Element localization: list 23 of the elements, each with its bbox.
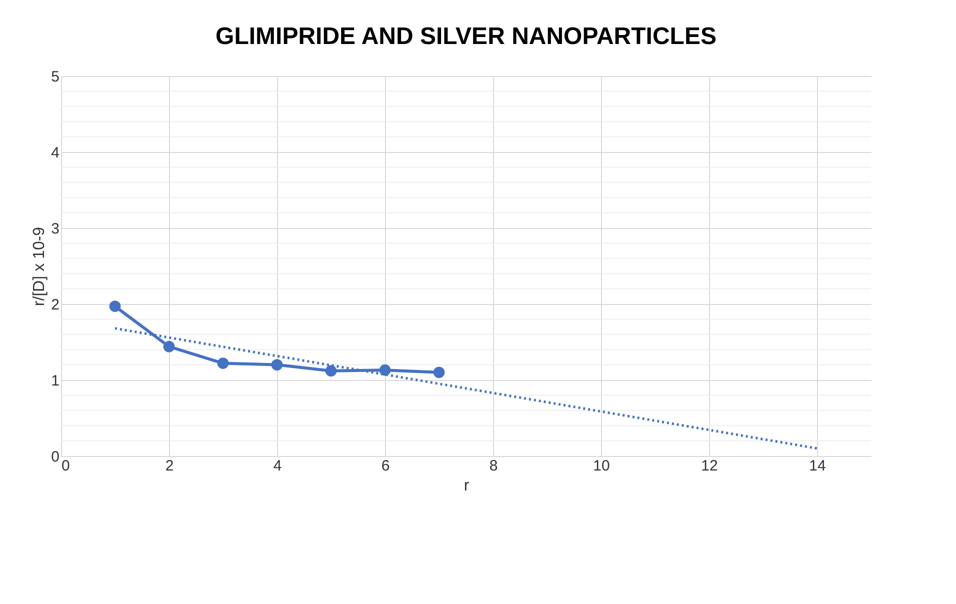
x-tick-label: 2 — [165, 458, 174, 474]
x-tick-label: 0 — [62, 458, 70, 474]
y-tick-label: 3 — [51, 220, 60, 238]
point — [379, 364, 391, 376]
x-tick-label: 10 — [593, 458, 610, 474]
y-axis-title: r/[D] x 10-9 — [31, 226, 48, 306]
point — [325, 365, 337, 377]
x-tick-label: 14 — [809, 458, 826, 474]
x-tick-label: 4 — [273, 458, 282, 474]
y-tick-label: 1 — [51, 372, 60, 390]
x-tick-label: 12 — [701, 458, 718, 474]
y-tick-label: 2 — [51, 296, 60, 314]
x-tick-label: 6 — [381, 458, 390, 474]
y-tick-label: 4 — [51, 144, 60, 162]
point — [433, 366, 445, 378]
chart-title: GLIMIPRIDE AND SILVER NANOPARTICLES — [216, 23, 716, 50]
point — [217, 358, 229, 369]
y-tick-label: 5 — [51, 68, 60, 86]
point — [163, 340, 175, 352]
point — [271, 359, 283, 370]
point — [109, 300, 121, 312]
x-tick-label: 8 — [489, 458, 498, 474]
x-axis-title: r — [464, 478, 470, 494]
